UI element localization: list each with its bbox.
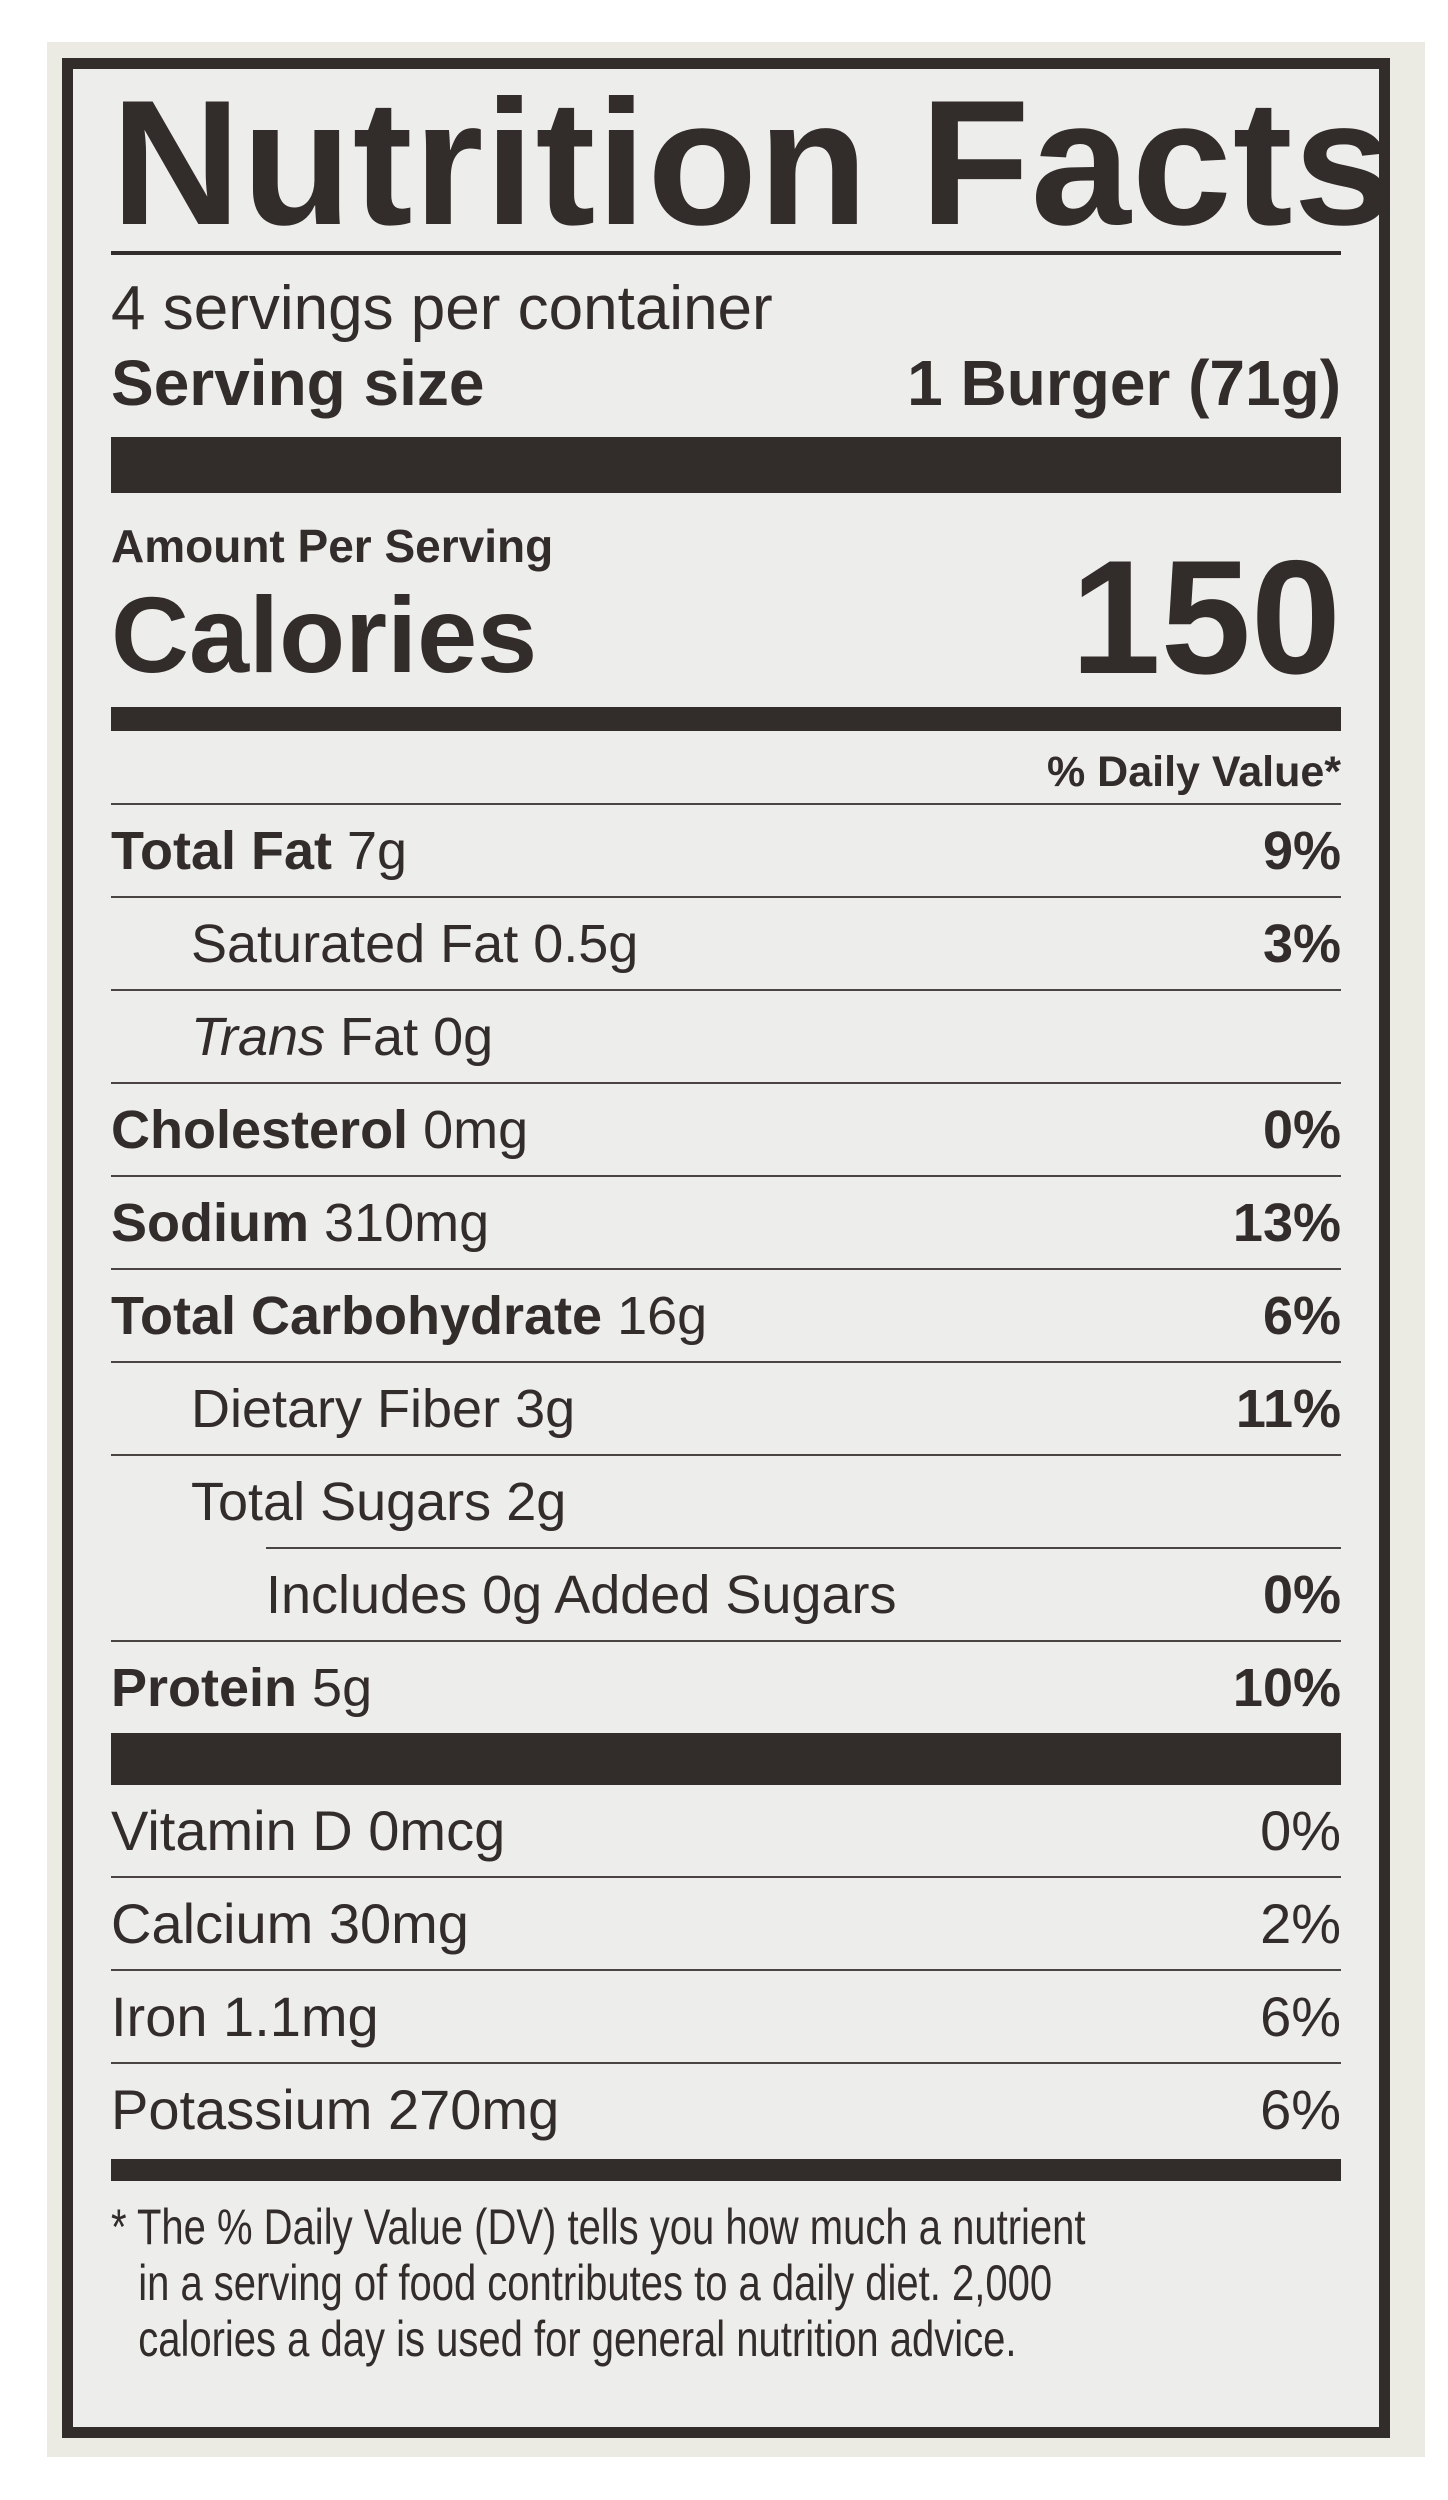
divider: [111, 1454, 1341, 1456]
nutrient-name: Cholesterol: [111, 1099, 409, 1160]
nutrient-dv: 0%: [1262, 1564, 1341, 1625]
nutrient-name: Sodium: [111, 1192, 309, 1253]
divider: [111, 1640, 1341, 1642]
panel-title: Nutrition Facts: [111, 63, 1395, 262]
vitamin-name: Vitamin D 0mcg: [111, 1799, 506, 1862]
amount-per-serving: Amount Per Serving: [111, 520, 554, 572]
vitamin-dv: 0%: [1260, 1799, 1341, 1862]
vitamin-name: Calcium 30mg: [111, 1892, 469, 1955]
vitamin-name: Iron 1.1mg: [111, 1985, 379, 2048]
vitamin-row: Vitamin D 0mcg 0%: [111, 1785, 1341, 1876]
nutrient-dv: 13%: [1232, 1192, 1341, 1253]
vitamin-row: Iron 1.1mg 6%: [111, 1971, 1341, 2062]
nutrient-row-protein: Protein 5g 10%: [111, 1642, 1341, 1733]
divider: [111, 251, 1341, 255]
serving-size-row: Serving size 1 Burger (71g): [111, 345, 1341, 421]
vitamin-row: Potassium 270mg 6%: [111, 2064, 1341, 2155]
medium-divider: [111, 707, 1341, 731]
nutrient-name: Includes 0g Added Sugars: [266, 1564, 897, 1625]
nutrient-name: Total Carbohydrate: [111, 1285, 603, 1346]
nutrient-amount: 2g: [506, 1471, 567, 1532]
nutrient-row-dietary-fiber: Dietary Fiber 3g 11%: [111, 1363, 1341, 1454]
divider: [111, 1361, 1341, 1363]
nutrient-row-sodium: Sodium 310mg 13%: [111, 1177, 1341, 1268]
nutrient-row-total-carbohydrate: Total Carbohydrate 16g 6%: [111, 1270, 1341, 1361]
nutrient-name: Saturated Fat: [191, 913, 519, 974]
vitamin-row: Calcium 30mg 2%: [111, 1878, 1341, 1969]
divider: [111, 989, 1341, 991]
nutrient-amount: 0mg: [423, 1099, 529, 1160]
footnote-line: * The % Daily Value (DV) tells you how m…: [111, 2199, 1086, 2255]
divider: [111, 1268, 1341, 1270]
divider: [111, 1969, 1341, 1971]
nutrient-dv: 11%: [1235, 1378, 1341, 1439]
nutrient-dv: 0%: [1262, 1099, 1341, 1160]
footnote: * The % Daily Value (DV) tells you how m…: [111, 2199, 1375, 2367]
nutrient-dv: 10%: [1232, 1657, 1341, 1718]
servings-per-container: 4 servings per container: [111, 274, 773, 343]
nutrition-facts-panel: Nutrition Facts 4 servings per container…: [62, 58, 1395, 2438]
nutrient-name: Total Fat: [111, 820, 332, 881]
nutrient-amount: 7g: [347, 820, 408, 881]
vitamin-name: Potassium 270mg: [111, 2078, 560, 2141]
nutrient-row-added-sugars: Includes 0g Added Sugars 0%: [111, 1549, 1341, 1640]
divider: [111, 1175, 1341, 1177]
nutrient-name-suffix: Fat: [340, 1006, 419, 1067]
thick-divider: [111, 1733, 1341, 1785]
nutrient-row-total-fat: Total Fat 7g 9%: [111, 805, 1341, 896]
nutrient-amount: 0g: [433, 1006, 494, 1067]
nutrient-dv: 3%: [1262, 913, 1341, 974]
nutrient-amount: 16g: [617, 1285, 708, 1346]
calories-value: 150: [1070, 527, 1341, 708]
nutrient-name: Trans: [191, 1006, 326, 1067]
calories-label: Calories: [111, 574, 538, 695]
daily-value-header: % Daily Value*: [1047, 748, 1341, 796]
nutrient-dv: 6%: [1262, 1285, 1341, 1346]
nutrient-amount: 3g: [515, 1378, 576, 1439]
footnote-line: calories a day is used for general nutri…: [138, 2311, 1017, 2367]
divider: [111, 896, 1341, 898]
vitamin-dv: 6%: [1260, 2078, 1341, 2141]
divider: [266, 1547, 1341, 1549]
nutrient-row-trans-fat: Trans Fat 0g: [111, 991, 1341, 1082]
nutrient-name: Protein: [111, 1657, 298, 1718]
nutrient-amount: 0.5g: [533, 913, 639, 974]
divider: [111, 1876, 1341, 1878]
vitamin-dv: 2%: [1260, 1892, 1341, 1955]
serving-size-label: Serving size: [111, 347, 485, 419]
nutrient-dv: 9%: [1262, 820, 1341, 881]
nutrient-row-saturated-fat: Saturated Fat 0.5g 3%: [111, 898, 1341, 989]
thick-divider: [111, 437, 1341, 493]
vitamin-dv: 6%: [1260, 1985, 1341, 2048]
medium-divider: [111, 2159, 1341, 2181]
divider: [111, 2062, 1341, 2064]
serving-size-value: 1 Burger (71g): [907, 347, 1341, 419]
footnote-line: in a serving of food contributes to a da…: [138, 2255, 1053, 2311]
divider: [111, 1082, 1341, 1084]
nutrient-amount: 310mg: [324, 1192, 490, 1253]
nutrient-name: Dietary Fiber: [191, 1378, 501, 1439]
calories-block: Amount Per Serving Calories 150: [111, 493, 1341, 707]
nutrient-row-total-sugars: Total Sugars 2g: [111, 1456, 1341, 1547]
nutrient-amount: 5g: [312, 1657, 373, 1718]
divider: [111, 803, 1341, 805]
nutrient-row-cholesterol: Cholesterol 0mg 0%: [111, 1084, 1341, 1175]
nutrient-name: Total Sugars: [191, 1471, 492, 1532]
